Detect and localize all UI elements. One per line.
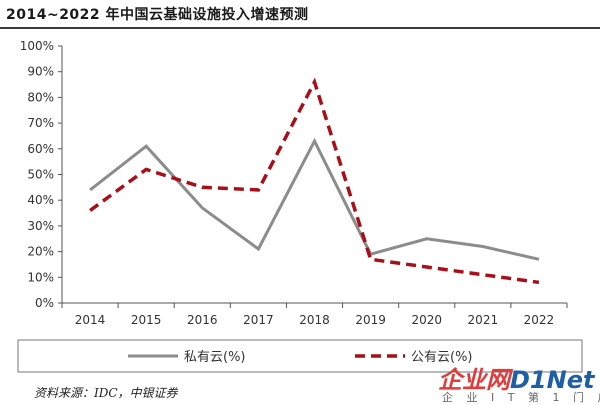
x-tick-label: 2022 bbox=[524, 313, 555, 327]
watermark-logo: 企业网D1Net 企 业 I T 第 1 门 户 bbox=[438, 360, 600, 404]
x-tick-label: 2016 bbox=[187, 313, 218, 327]
y-tick-label: 80% bbox=[27, 90, 54, 104]
x-tick-label: 2014 bbox=[75, 313, 106, 327]
y-tick-label: 40% bbox=[27, 193, 54, 207]
x-tick-label: 2021 bbox=[468, 313, 499, 327]
x-tick-label: 2017 bbox=[243, 313, 274, 327]
x-tick-label: 2018 bbox=[299, 313, 330, 327]
watermark-subtitle: 企 业 I T 第 1 门 户 bbox=[442, 391, 600, 404]
x-tick-label: 2015 bbox=[131, 313, 162, 327]
y-tick-label: 70% bbox=[27, 116, 54, 130]
legend-label-public-cloud: 公有云(%) bbox=[411, 350, 473, 365]
watermark-text-en: D1Net bbox=[510, 366, 595, 394]
y-tick-label: 10% bbox=[27, 270, 54, 284]
y-tick-label: 90% bbox=[27, 65, 54, 79]
y-tick-label: 30% bbox=[27, 219, 54, 233]
series-line-public-cloud bbox=[89, 77, 540, 285]
y-tick-label: 100% bbox=[20, 39, 54, 53]
title-underline bbox=[0, 27, 600, 29]
x-tick-label: 2019 bbox=[355, 313, 386, 327]
y-tick-label: 0% bbox=[35, 296, 54, 310]
chart-title: 2014~2022 年中国云基础设施投入增速预测 bbox=[6, 7, 309, 23]
legend-box bbox=[17, 339, 583, 373]
x-tick-label: 2020 bbox=[411, 313, 442, 327]
watermark-text-cn: 企业网 bbox=[438, 366, 510, 394]
legend-label-private-cloud: 私有云(%) bbox=[184, 350, 246, 365]
source-note: 资料来源：IDC，中银证券 bbox=[34, 386, 178, 400]
y-tick-label: 60% bbox=[27, 142, 54, 156]
y-tick-label: 50% bbox=[27, 168, 54, 182]
y-tick-label: 20% bbox=[27, 245, 54, 259]
series-line-private-cloud bbox=[89, 137, 540, 261]
